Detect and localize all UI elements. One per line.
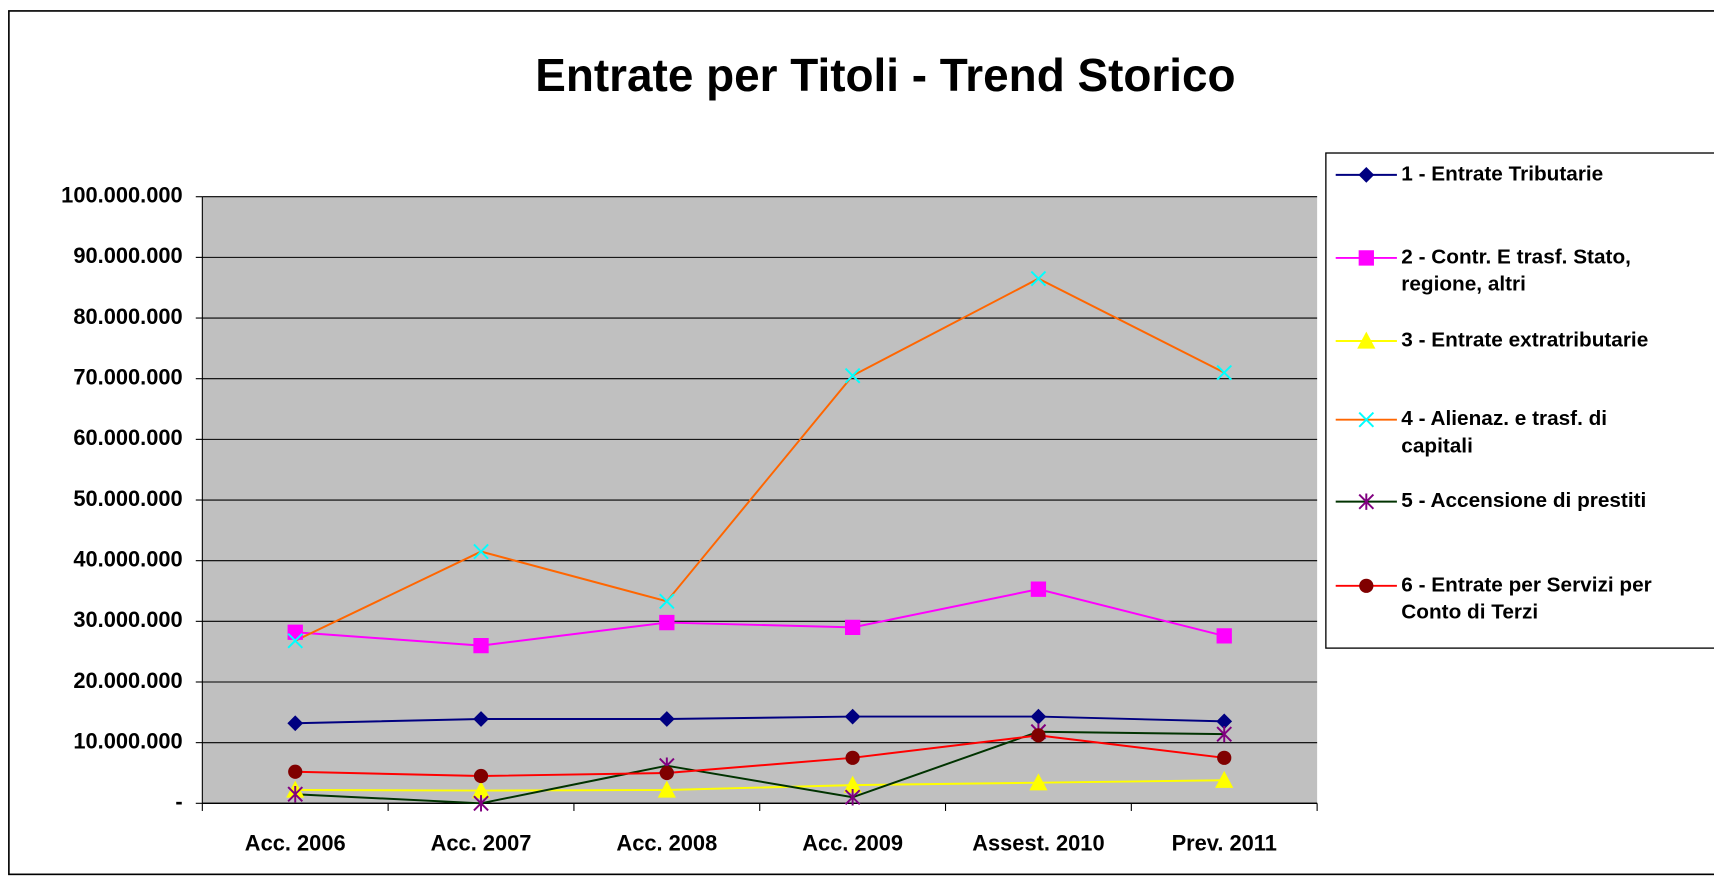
legend-marker: [1358, 166, 1375, 183]
data-point: [473, 711, 489, 727]
legend-label: 5 - Accensione di prestiti: [1401, 489, 1647, 513]
y-tick-label: 100.000.000: [61, 182, 182, 207]
data-point: [1030, 270, 1047, 287]
data-point: [1030, 581, 1047, 597]
legend-marker: [1358, 411, 1375, 428]
y-tick-label: 60.000.000: [73, 425, 182, 450]
data-point: [844, 367, 861, 384]
y-tick-label: -: [175, 789, 182, 814]
legend-label-box: 5 - Accensione di prestiti: [1401, 489, 1647, 513]
data-point: [473, 637, 489, 654]
data-point: [287, 632, 304, 649]
legend-marker: [1359, 578, 1374, 593]
series-line: [295, 734, 1225, 777]
y-tick-label: 30.000.000: [73, 607, 182, 632]
data-point: [288, 764, 303, 779]
data-point: [1031, 728, 1046, 743]
data-point: [1216, 725, 1233, 743]
y-tick-label: 70.000.000: [73, 364, 182, 389]
data-point: [287, 624, 303, 640]
data-point: [1029, 773, 1048, 791]
data-point: [659, 614, 675, 631]
data-point: [659, 765, 674, 781]
x-tick-label: Acc. 2009: [802, 831, 903, 856]
y-tick-label: 40.000.000: [73, 546, 182, 571]
x-tick-label: Assest. 2010: [972, 831, 1104, 856]
x-tick-label: Acc. 2007: [431, 831, 532, 856]
legend-label-box: 1 - Entrate Tributarie: [1401, 162, 1604, 186]
series-line: [295, 779, 1225, 792]
x-tick-label: Acc. 2008: [616, 831, 717, 856]
legend-label: 1 - Entrate Tributarie: [1401, 162, 1604, 186]
y-tick-label: 10.000.000: [73, 728, 182, 753]
data-point: [844, 789, 861, 806]
data-point: [1216, 628, 1232, 644]
data-point: [1217, 750, 1232, 765]
data-point: [659, 593, 675, 610]
legend-label-box: 4 - Alienaz. e trasf. di capitali: [1401, 407, 1608, 458]
legend-label-box: 2 - Contr. E trasf. Stato, regione, altr…: [1401, 245, 1631, 297]
y-tick-label: 20.000.000: [73, 668, 182, 693]
data-point: [473, 795, 489, 812]
y-tick-label: 90.000.000: [73, 243, 182, 268]
data-point: [658, 711, 675, 727]
data-point: [287, 715, 304, 732]
data-point: [657, 780, 676, 798]
data-point: [1216, 364, 1233, 381]
legend-label: 3 - Entrate extratributarie: [1401, 328, 1649, 352]
series-line: [295, 730, 1225, 805]
chart-title: Entrate per Titoli - Trend Storico: [535, 49, 1235, 101]
legend-marker: [1358, 250, 1374, 266]
x-tick-label: Acc. 2006: [245, 831, 346, 856]
legend-label: 6 - Entrate per Servizi per Conto di Ter…: [1401, 573, 1652, 625]
series-line: [295, 588, 1225, 647]
y-tick-label: 50.000.000: [73, 486, 182, 511]
data-point: [473, 768, 489, 784]
legend: [1325, 152, 1714, 649]
x-tick-label: Prev. 2011: [1172, 831, 1277, 856]
data-point: [473, 543, 489, 560]
series-line: [294, 277, 1225, 642]
legend-marker: [1357, 331, 1376, 349]
legend-marker: [1358, 493, 1375, 510]
legend-label: 4 - Alienaz. e trasf. di capitali: [1401, 407, 1608, 458]
legend-label-box: 6 - Entrate per Servizi per Conto di Ter…: [1401, 573, 1652, 625]
series-line: [295, 715, 1225, 725]
y-tick-label: 80.000.000: [73, 304, 182, 329]
legend-label: 2 - Contr. E trasf. Stato, regione, altr…: [1401, 245, 1631, 297]
data-point: [287, 786, 304, 803]
data-point: [844, 708, 861, 725]
legend-label-box: 3 - Entrate extratributarie: [1401, 328, 1649, 352]
data-point: [1215, 770, 1234, 788]
data-point: [844, 619, 861, 636]
data-point: [845, 750, 860, 765]
